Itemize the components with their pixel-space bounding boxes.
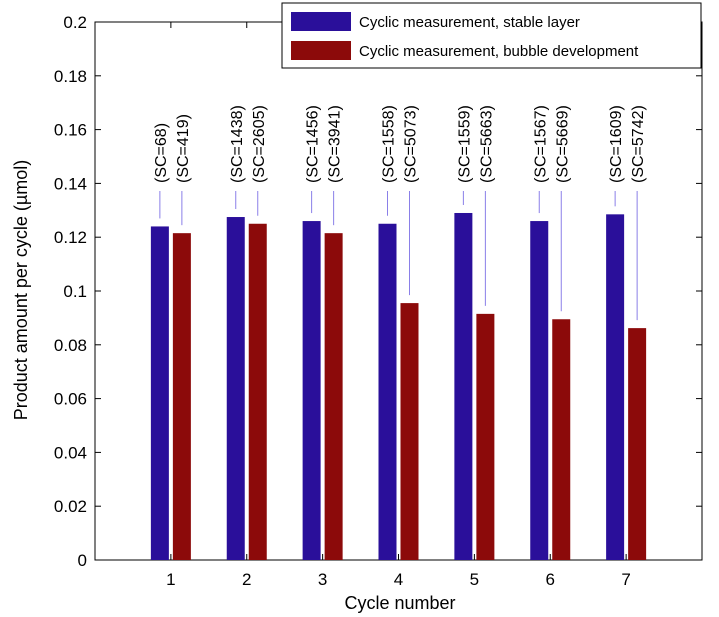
annotation-label: (SC=1456) xyxy=(305,105,322,183)
annotation-label: (SC=5663) xyxy=(478,105,495,183)
bar-series-1-cycle-2 xyxy=(226,217,245,560)
y-axis-title: Product amount per cycle (µmol) xyxy=(11,160,31,420)
x-tick-label: 1 xyxy=(166,570,175,589)
x-tick-label: 3 xyxy=(318,570,327,589)
y-tick-label: 0 xyxy=(78,551,87,570)
y-tick-label: 0.2 xyxy=(63,13,87,32)
annotation-label: (SC=5073) xyxy=(403,105,420,183)
bar-series-2-cycle-4 xyxy=(400,303,419,560)
bar-series-1-cycle-6 xyxy=(530,221,549,560)
x-tick-label: 2 xyxy=(242,570,251,589)
legend-label-bubble-development: Cyclic measurement, bubble development xyxy=(359,43,639,60)
legend-box xyxy=(281,2,702,69)
annotation-label: (SC=1438) xyxy=(229,105,246,183)
bar-series-2-cycle-6 xyxy=(552,319,571,560)
bar-series-1-cycle-4 xyxy=(378,223,397,560)
bar-series-2-cycle-3 xyxy=(324,233,343,561)
bar-series-1-cycle-3 xyxy=(302,221,321,560)
legend-swatch-bubble-development xyxy=(291,41,351,60)
annotation-label: (SC=1558) xyxy=(381,105,398,183)
x-tick-label: 7 xyxy=(621,570,630,589)
annotation-label: (SC=2605) xyxy=(251,105,268,183)
y-tick-label: 0.1 xyxy=(63,282,87,301)
annotation-label: (SC=1609) xyxy=(608,105,625,183)
bar-series-2-cycle-1 xyxy=(172,233,191,561)
x-axis-title: Cycle number xyxy=(344,593,455,613)
bar-series-2-cycle-7 xyxy=(628,328,647,560)
bar-series-1-cycle-1 xyxy=(150,226,169,560)
y-tick-label: 0.16 xyxy=(54,121,87,140)
y-tick-label: 0.14 xyxy=(54,174,87,193)
annotation-label: (SC=5742) xyxy=(630,105,647,183)
legend-swatch-stable-layer xyxy=(291,12,351,31)
annotation-label: (SC=1567) xyxy=(532,105,549,183)
legend-label-stable-layer: Cyclic measurement, stable layer xyxy=(359,14,580,31)
legend: Cyclic measurement, stable layer Cyclic … xyxy=(281,2,702,69)
bar-annotations: (SC=68) (SC=1438) (SC=1456) (SC=1558) (SC=15… xyxy=(153,105,647,321)
x-tick-label: 6 xyxy=(546,570,555,589)
x-tick-label: 4 xyxy=(394,570,403,589)
y-tick-label: 0.02 xyxy=(54,497,87,516)
bar-series-2-cycle-2 xyxy=(248,223,267,560)
y-tick-label: 0.06 xyxy=(54,390,87,409)
y-tick-label: 0.08 xyxy=(54,336,87,355)
annotation-label: (SC=5669) xyxy=(554,105,571,183)
y-tick-label: 0.04 xyxy=(54,443,87,462)
bars xyxy=(150,212,647,561)
annotation-label: (SC=419) xyxy=(175,114,192,183)
annotation-label: (SC=1559) xyxy=(456,105,473,183)
bar-series-1-cycle-7 xyxy=(606,214,625,560)
y-tick-label: 0.18 xyxy=(54,67,87,86)
annotation-label: (SC=3941) xyxy=(327,105,344,183)
bar-series-1-cycle-5 xyxy=(454,212,473,561)
annotation-label: (SC=68) xyxy=(153,123,170,183)
y-tick-label: 0.12 xyxy=(54,228,87,247)
bar-series-2-cycle-5 xyxy=(476,313,495,560)
x-tick-label: 5 xyxy=(470,570,479,589)
y-axis: 0 0.02 0.04 0.06 0.08 0.1 0.12 0.14 0.16 0.18 0.2 xyxy=(54,13,702,570)
